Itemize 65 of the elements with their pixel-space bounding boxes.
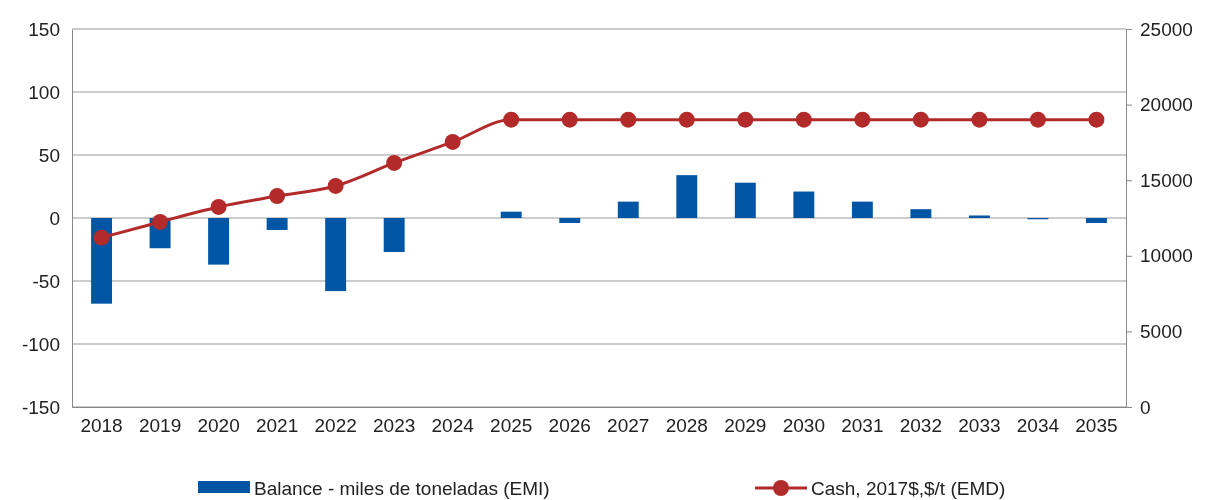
bar [734,182,756,218]
x-tick-label: 2021 [255,415,299,437]
point [327,177,344,194]
bar [325,218,347,292]
point [620,111,637,128]
y-tick-label: 0 [49,207,60,229]
x-tick-label: 2030 [782,415,825,437]
point [269,188,286,205]
y-tick-label: 50 [38,144,60,166]
point [795,111,812,128]
bar [617,201,639,218]
x-tick-label: 2022 [314,415,357,437]
x-tick-label: 2029 [724,415,767,437]
x-tick-label: 2028 [665,415,708,437]
bar [559,218,581,224]
bar [910,209,932,218]
point [1029,111,1046,128]
point [854,111,871,128]
x-tick-label: 2023 [373,415,416,437]
y2-tick-label: 10000 [1140,245,1193,267]
point [444,133,461,150]
x-tick-label: 2031 [841,415,884,437]
x-tick-label: 2026 [548,415,591,437]
bar [793,191,815,218]
bar [1085,218,1107,224]
x-tick-label: 2018 [80,415,123,437]
x-tick-label: 2033 [958,415,1001,437]
point [678,111,695,128]
legend-label: Cash, 2017$,$/t (EMD) [811,478,1006,499]
bar [676,175,698,218]
x-tick-label: 2027 [607,415,650,437]
y2-tick-label: 20000 [1140,94,1193,116]
x-tick-label: 2032 [899,415,943,437]
bar [266,218,288,230]
x-tick-label: 2019 [138,415,182,437]
x-tick-label: 2025 [490,415,533,437]
point [1088,111,1105,128]
y-tick-label: -150 [21,396,60,418]
x-tick-label: 2024 [431,415,475,437]
y2-tick-label: 15000 [1140,169,1193,191]
x-tick-label: 2034 [1016,415,1060,437]
y-tick-label: -50 [32,270,60,292]
point [152,213,169,230]
point [561,111,578,128]
y2-tick-label: 0 [1140,396,1151,418]
bar [851,201,873,218]
y-tick-label: 100 [28,81,60,103]
y-tick-label: -100 [21,333,60,355]
point [386,155,403,171]
x-tick-label: 2020 [197,415,240,437]
x-tick-label: 2035 [1075,415,1118,437]
y2-tick-label: 25000 [1140,18,1193,40]
bar [383,218,405,253]
y-tick-label: 150 [28,18,60,40]
bar [968,215,990,218]
point [503,111,520,128]
point [93,229,110,246]
legend-label: Balance - miles de toneladas (EMI) [254,478,550,499]
point [971,111,988,128]
point [210,199,227,215]
point [912,111,929,128]
bar [208,218,230,265]
bar [500,211,522,218]
point [737,111,754,128]
y2-tick-label: 5000 [1140,320,1183,342]
